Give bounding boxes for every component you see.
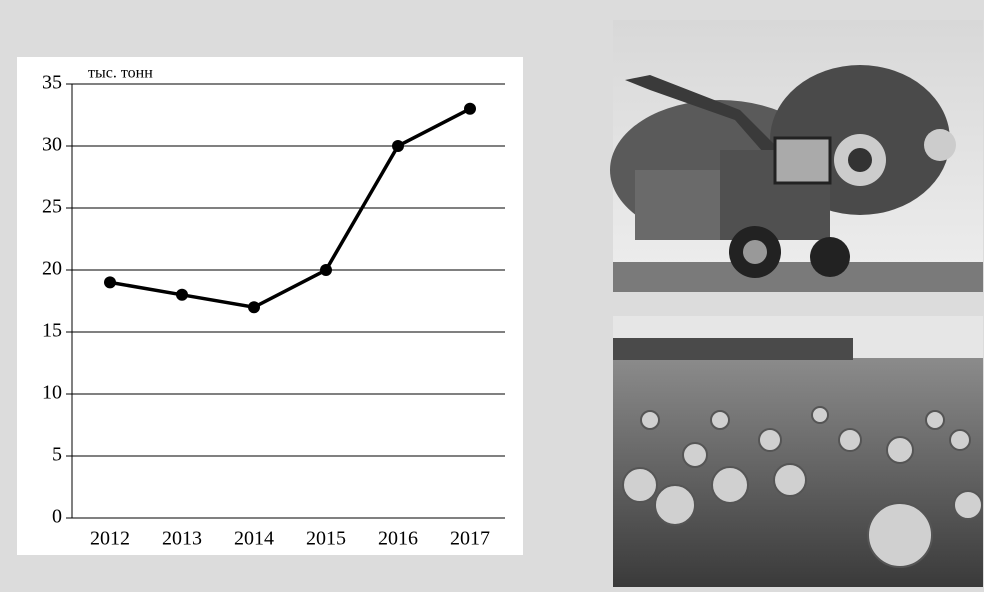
chart-panel — [17, 57, 523, 555]
x-tick-label: 2017 — [450, 528, 490, 550]
y-tick-label: 25 — [42, 196, 62, 218]
x-tick-label: 2013 — [162, 528, 202, 550]
x-tick-label: 2016 — [378, 528, 418, 550]
x-tick-label: 2012 — [90, 528, 130, 550]
page: тыс. тонн 0 5 10 15 20 25 30 35 2012 2013 2014 2015… — [0, 0, 984, 587]
photo-sunflowers — [613, 316, 983, 587]
x-tick-label: 2015 — [306, 528, 346, 550]
point — [464, 103, 476, 115]
y-tick-label: 35 — [42, 72, 62, 94]
y-axis-unit: тыс. тонн — [88, 65, 153, 82]
photo-harvester — [610, 20, 983, 292]
point — [392, 140, 404, 152]
screen: тыс. тонн 0 5 10 15 20 25 30 35 2012 2013 2014 2015… — [0, 0, 984, 587]
y-tick-label: 5 — [52, 444, 62, 466]
point — [248, 301, 260, 313]
y-tick-label: 0 — [52, 506, 62, 528]
point — [176, 289, 188, 301]
y-tick-label: 20 — [42, 258, 62, 280]
x-tick-label: 2014 — [234, 528, 274, 550]
y-tick-label: 10 — [42, 382, 62, 404]
y-tick-label: 30 — [42, 134, 62, 156]
point — [320, 264, 332, 276]
y-tick-label: 15 — [42, 320, 62, 342]
point — [104, 276, 116, 288]
